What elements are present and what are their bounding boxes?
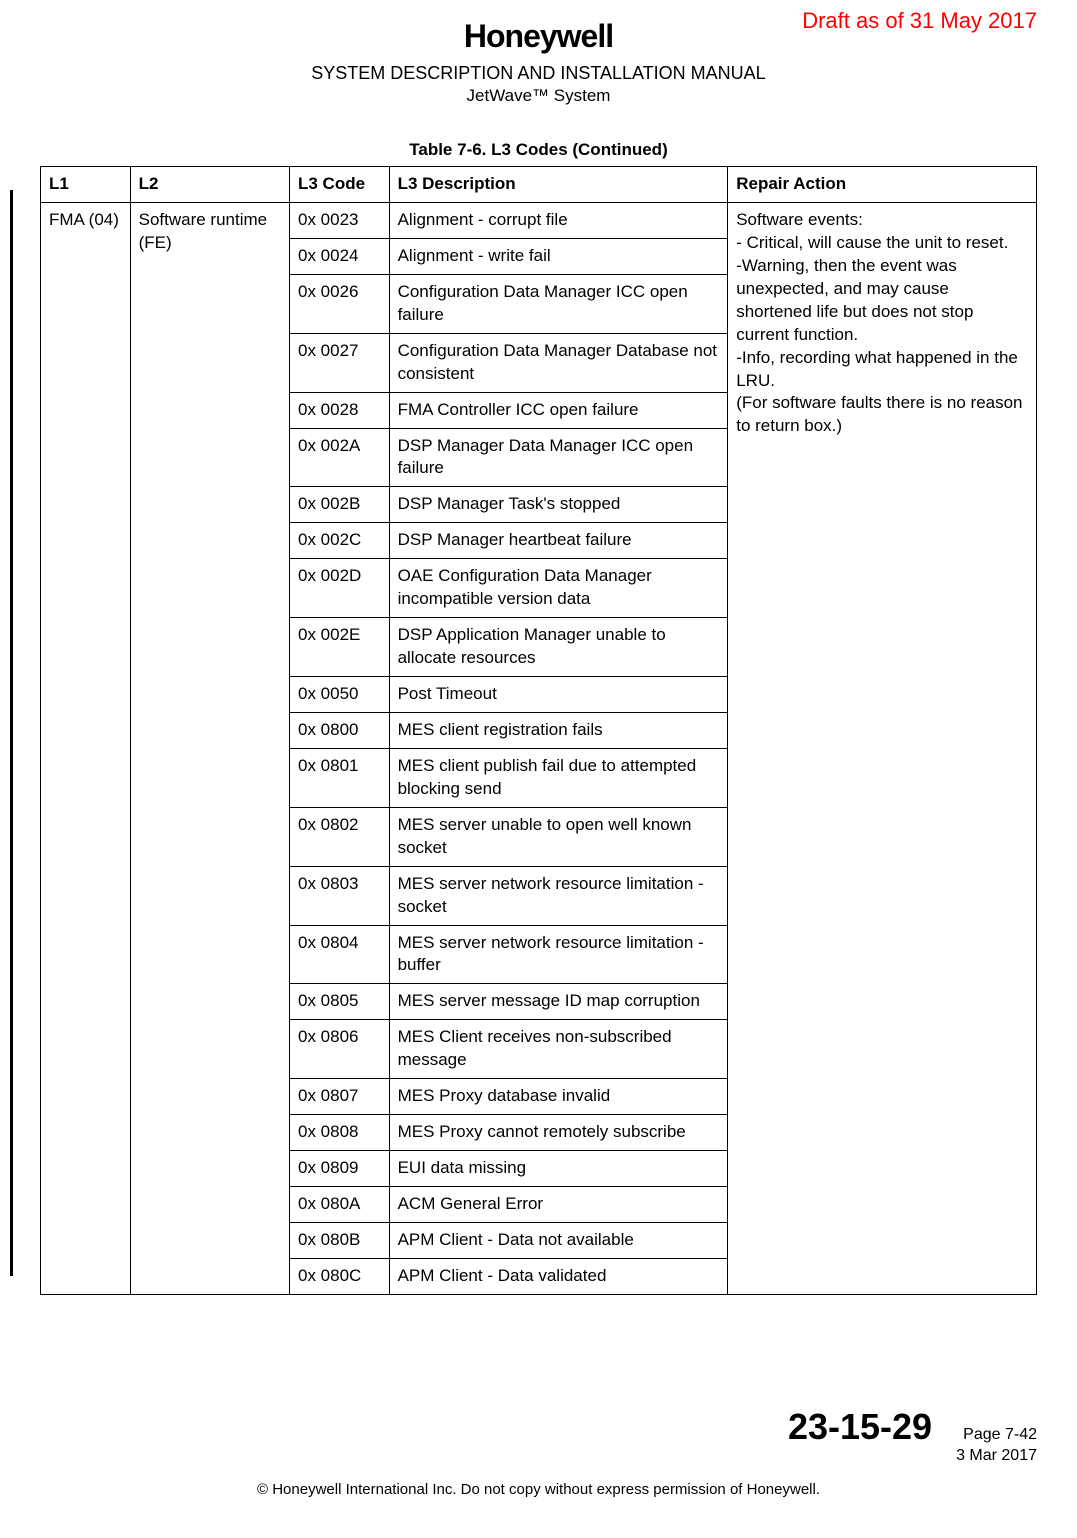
cell-code: 0x 0028 <box>289 392 389 428</box>
cell-desc: APM Client - Data not available <box>389 1222 728 1258</box>
table-body: FMA (04)Software runtime (FE)0x 0023Alig… <box>41 202 1037 1294</box>
cell-code: 0x 0809 <box>289 1151 389 1187</box>
doc-number-row: 23-15-29 Page 7-42 3 Mar 2017 <box>40 1406 1037 1467</box>
cell-code: 0x 0800 <box>289 712 389 748</box>
table-header-row: L1 L2 L3 Code L3 Description Repair Acti… <box>41 167 1037 203</box>
col-repair: Repair Action <box>728 167 1037 203</box>
cell-code: 0x 080A <box>289 1187 389 1223</box>
cell-code: 0x 0807 <box>289 1079 389 1115</box>
cell-code: 0x 002A <box>289 428 389 487</box>
cell-code: 0x 002B <box>289 487 389 523</box>
cell-code: 0x 0024 <box>289 238 389 274</box>
cell-desc: APM Client - Data validated <box>389 1258 728 1294</box>
cell-code: 0x 080B <box>289 1222 389 1258</box>
cell-code: 0x 002D <box>289 559 389 618</box>
codes-table: L1 L2 L3 Code L3 Description Repair Acti… <box>40 166 1037 1295</box>
revision-bar <box>10 190 13 1276</box>
cell-code: 0x 0803 <box>289 866 389 925</box>
cell-desc: EUI data missing <box>389 1151 728 1187</box>
document-page: Draft as of 31 May 2017 Honeywell SYSTEM… <box>0 0 1077 1538</box>
cell-desc: DSP Application Manager unable to alloca… <box>389 618 728 677</box>
col-l1: L1 <box>41 167 131 203</box>
doc-date: 3 Mar 2017 <box>956 1446 1037 1467</box>
page-and-date: Page 7-42 3 Mar 2017 <box>956 1425 1037 1467</box>
cell-desc: Configuration Data Manager ICC open fail… <box>389 274 728 333</box>
cell-code: 0x 080C <box>289 1258 389 1294</box>
cell-desc: DSP Manager heartbeat failure <box>389 523 728 559</box>
cell-repair: Software events: - Critical, will cause … <box>728 202 1037 1294</box>
cell-code: 0x 0805 <box>289 984 389 1020</box>
cell-desc: Post Timeout <box>389 677 728 713</box>
cell-desc: OAE Configuration Data Manager incompati… <box>389 559 728 618</box>
col-l3code: L3 Code <box>289 167 389 203</box>
cell-code: 0x 0026 <box>289 274 389 333</box>
draft-stamp: Draft as of 31 May 2017 <box>802 8 1037 34</box>
page-footer: 23-15-29 Page 7-42 3 Mar 2017 © Honeywel… <box>40 1406 1037 1498</box>
cell-desc: MES client registration fails <box>389 712 728 748</box>
page-number: Page 7-42 <box>956 1425 1037 1446</box>
cell-desc: FMA Controller ICC open failure <box>389 392 728 428</box>
table-caption: Table 7-6. L3 Codes (Continued) <box>40 140 1037 160</box>
system-name: JetWave™ System <box>40 86 1037 106</box>
cell-code: 0x 0023 <box>289 202 389 238</box>
cell-code: 0x 0050 <box>289 677 389 713</box>
manual-title: SYSTEM DESCRIPTION AND INSTALLATION MANU… <box>40 63 1037 84</box>
cell-code: 0x 0801 <box>289 748 389 807</box>
copyright-line: © Honeywell International Inc. Do not co… <box>40 1481 1037 1498</box>
cell-desc: MES Proxy database invalid <box>389 1079 728 1115</box>
cell-code: 0x 0804 <box>289 925 389 984</box>
cell-desc: MES server network resource limitation -… <box>389 925 728 984</box>
document-number: 23-15-29 <box>788 1406 932 1448</box>
cell-desc: MES Client receives non-subscribed messa… <box>389 1020 728 1079</box>
cell-desc: DSP Manager Task's stopped <box>389 487 728 523</box>
cell-l1: FMA (04) <box>41 202 131 1294</box>
cell-code: 0x 0806 <box>289 1020 389 1079</box>
cell-desc: ACM General Error <box>389 1187 728 1223</box>
table-row: FMA (04)Software runtime (FE)0x 0023Alig… <box>41 202 1037 238</box>
cell-code: 0x 002E <box>289 618 389 677</box>
cell-code: 0x 0802 <box>289 807 389 866</box>
cell-code: 0x 0027 <box>289 333 389 392</box>
cell-desc: MES server unable to open well known soc… <box>389 807 728 866</box>
cell-desc: Alignment - corrupt file <box>389 202 728 238</box>
cell-desc: MES server network resource limitation -… <box>389 866 728 925</box>
cell-desc: MES Proxy cannot remotely subscribe <box>389 1115 728 1151</box>
cell-code: 0x 0808 <box>289 1115 389 1151</box>
cell-desc: Configuration Data Manager Database not … <box>389 333 728 392</box>
cell-desc: Alignment - write fail <box>389 238 728 274</box>
col-l2: L2 <box>130 167 289 203</box>
cell-l2: Software runtime (FE) <box>130 202 289 1294</box>
cell-desc: MES client publish fail due to attempted… <box>389 748 728 807</box>
col-l3desc: L3 Description <box>389 167 728 203</box>
cell-desc: DSP Manager Data Manager ICC open failur… <box>389 428 728 487</box>
cell-code: 0x 002C <box>289 523 389 559</box>
cell-desc: MES server message ID map corruption <box>389 984 728 1020</box>
